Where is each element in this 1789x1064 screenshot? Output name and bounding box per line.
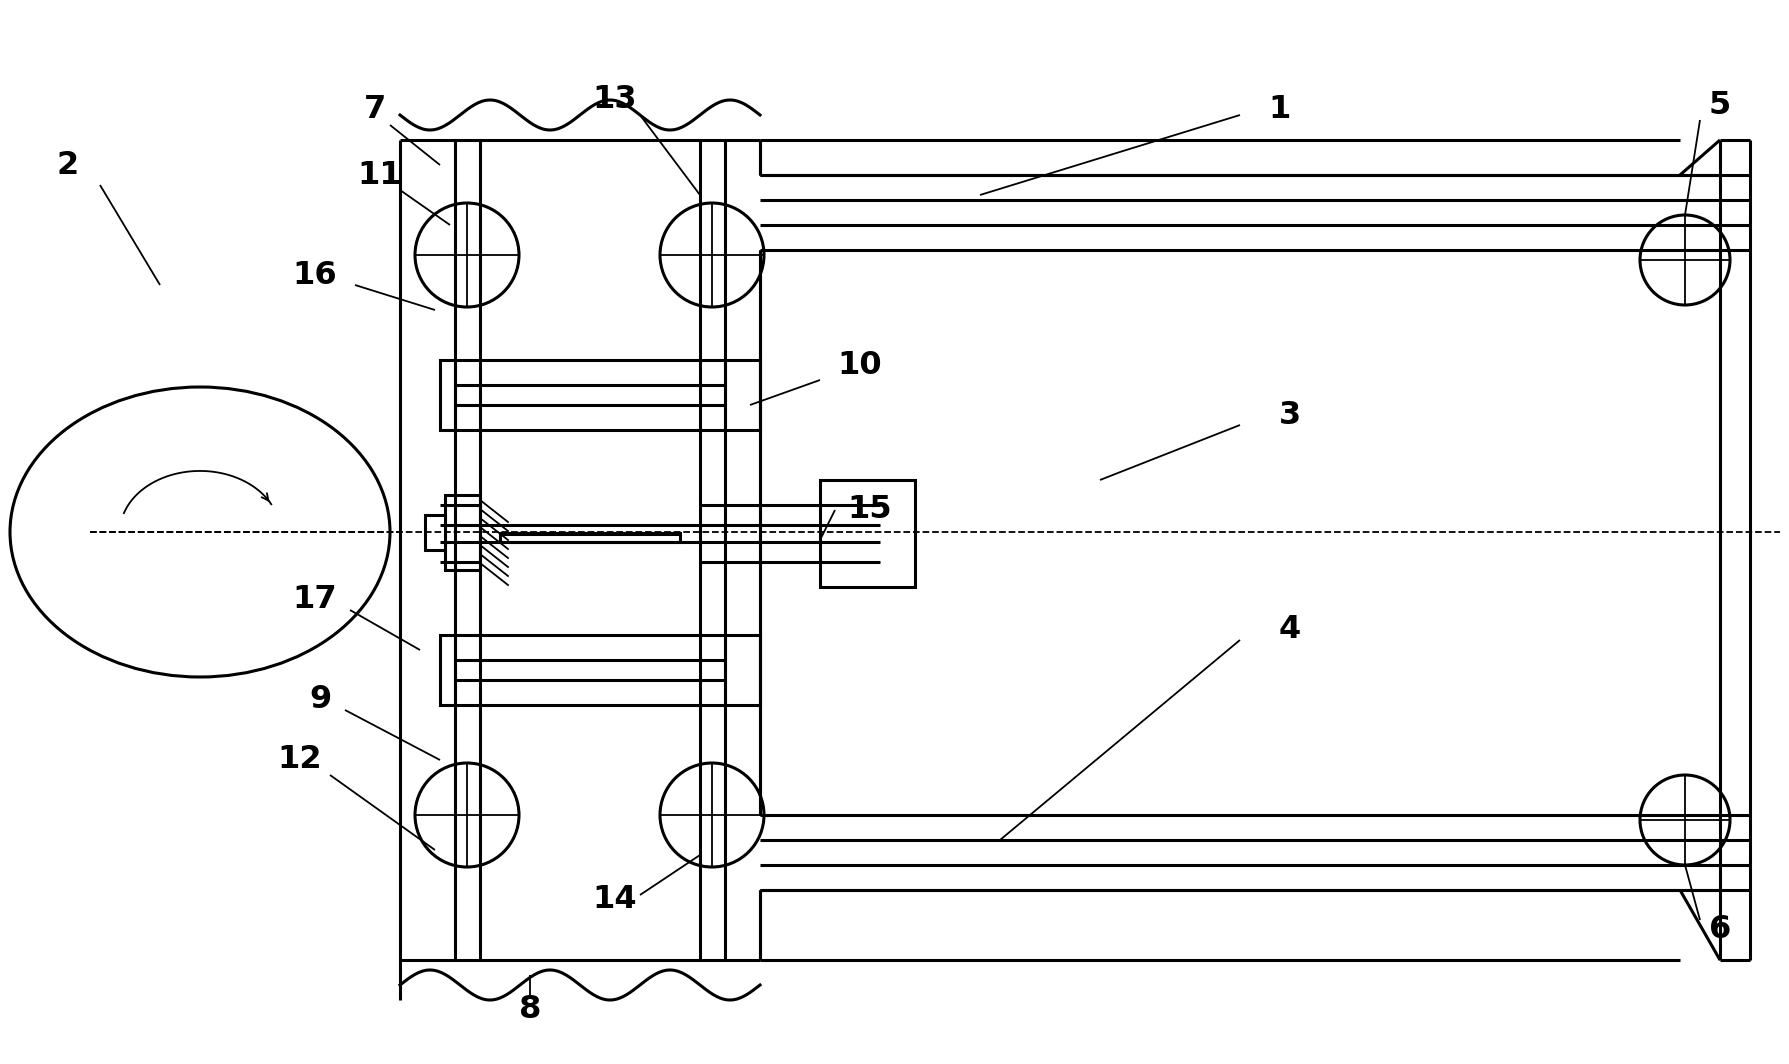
Bar (819, 480, 914, 587)
Bar (445, 495, 479, 570)
Bar (440, 635, 454, 705)
Bar (499, 533, 680, 542)
Text: 5: 5 (1708, 89, 1730, 120)
Text: 12: 12 (277, 745, 322, 776)
Circle shape (1639, 215, 1728, 305)
Text: 4: 4 (1277, 615, 1301, 646)
Text: 15: 15 (848, 495, 891, 526)
Text: 8: 8 (519, 995, 540, 1026)
Bar (424, 515, 445, 550)
Text: 14: 14 (592, 884, 637, 915)
Circle shape (660, 763, 764, 867)
Text: 2: 2 (57, 150, 79, 181)
Text: 16: 16 (293, 260, 336, 290)
Bar (725, 360, 760, 430)
Text: 10: 10 (837, 349, 882, 381)
Text: 9: 9 (309, 684, 331, 715)
Text: 1: 1 (1268, 95, 1290, 126)
Circle shape (415, 203, 519, 307)
Circle shape (1639, 775, 1728, 865)
Text: 11: 11 (358, 160, 403, 190)
Text: 13: 13 (592, 84, 637, 116)
Circle shape (660, 203, 764, 307)
Bar (440, 360, 454, 430)
Text: 6: 6 (1708, 914, 1730, 946)
Bar (725, 635, 760, 705)
Ellipse shape (11, 387, 390, 677)
Text: 7: 7 (363, 95, 386, 126)
Text: 17: 17 (293, 584, 336, 615)
Text: 3: 3 (1277, 399, 1301, 431)
Circle shape (415, 763, 519, 867)
